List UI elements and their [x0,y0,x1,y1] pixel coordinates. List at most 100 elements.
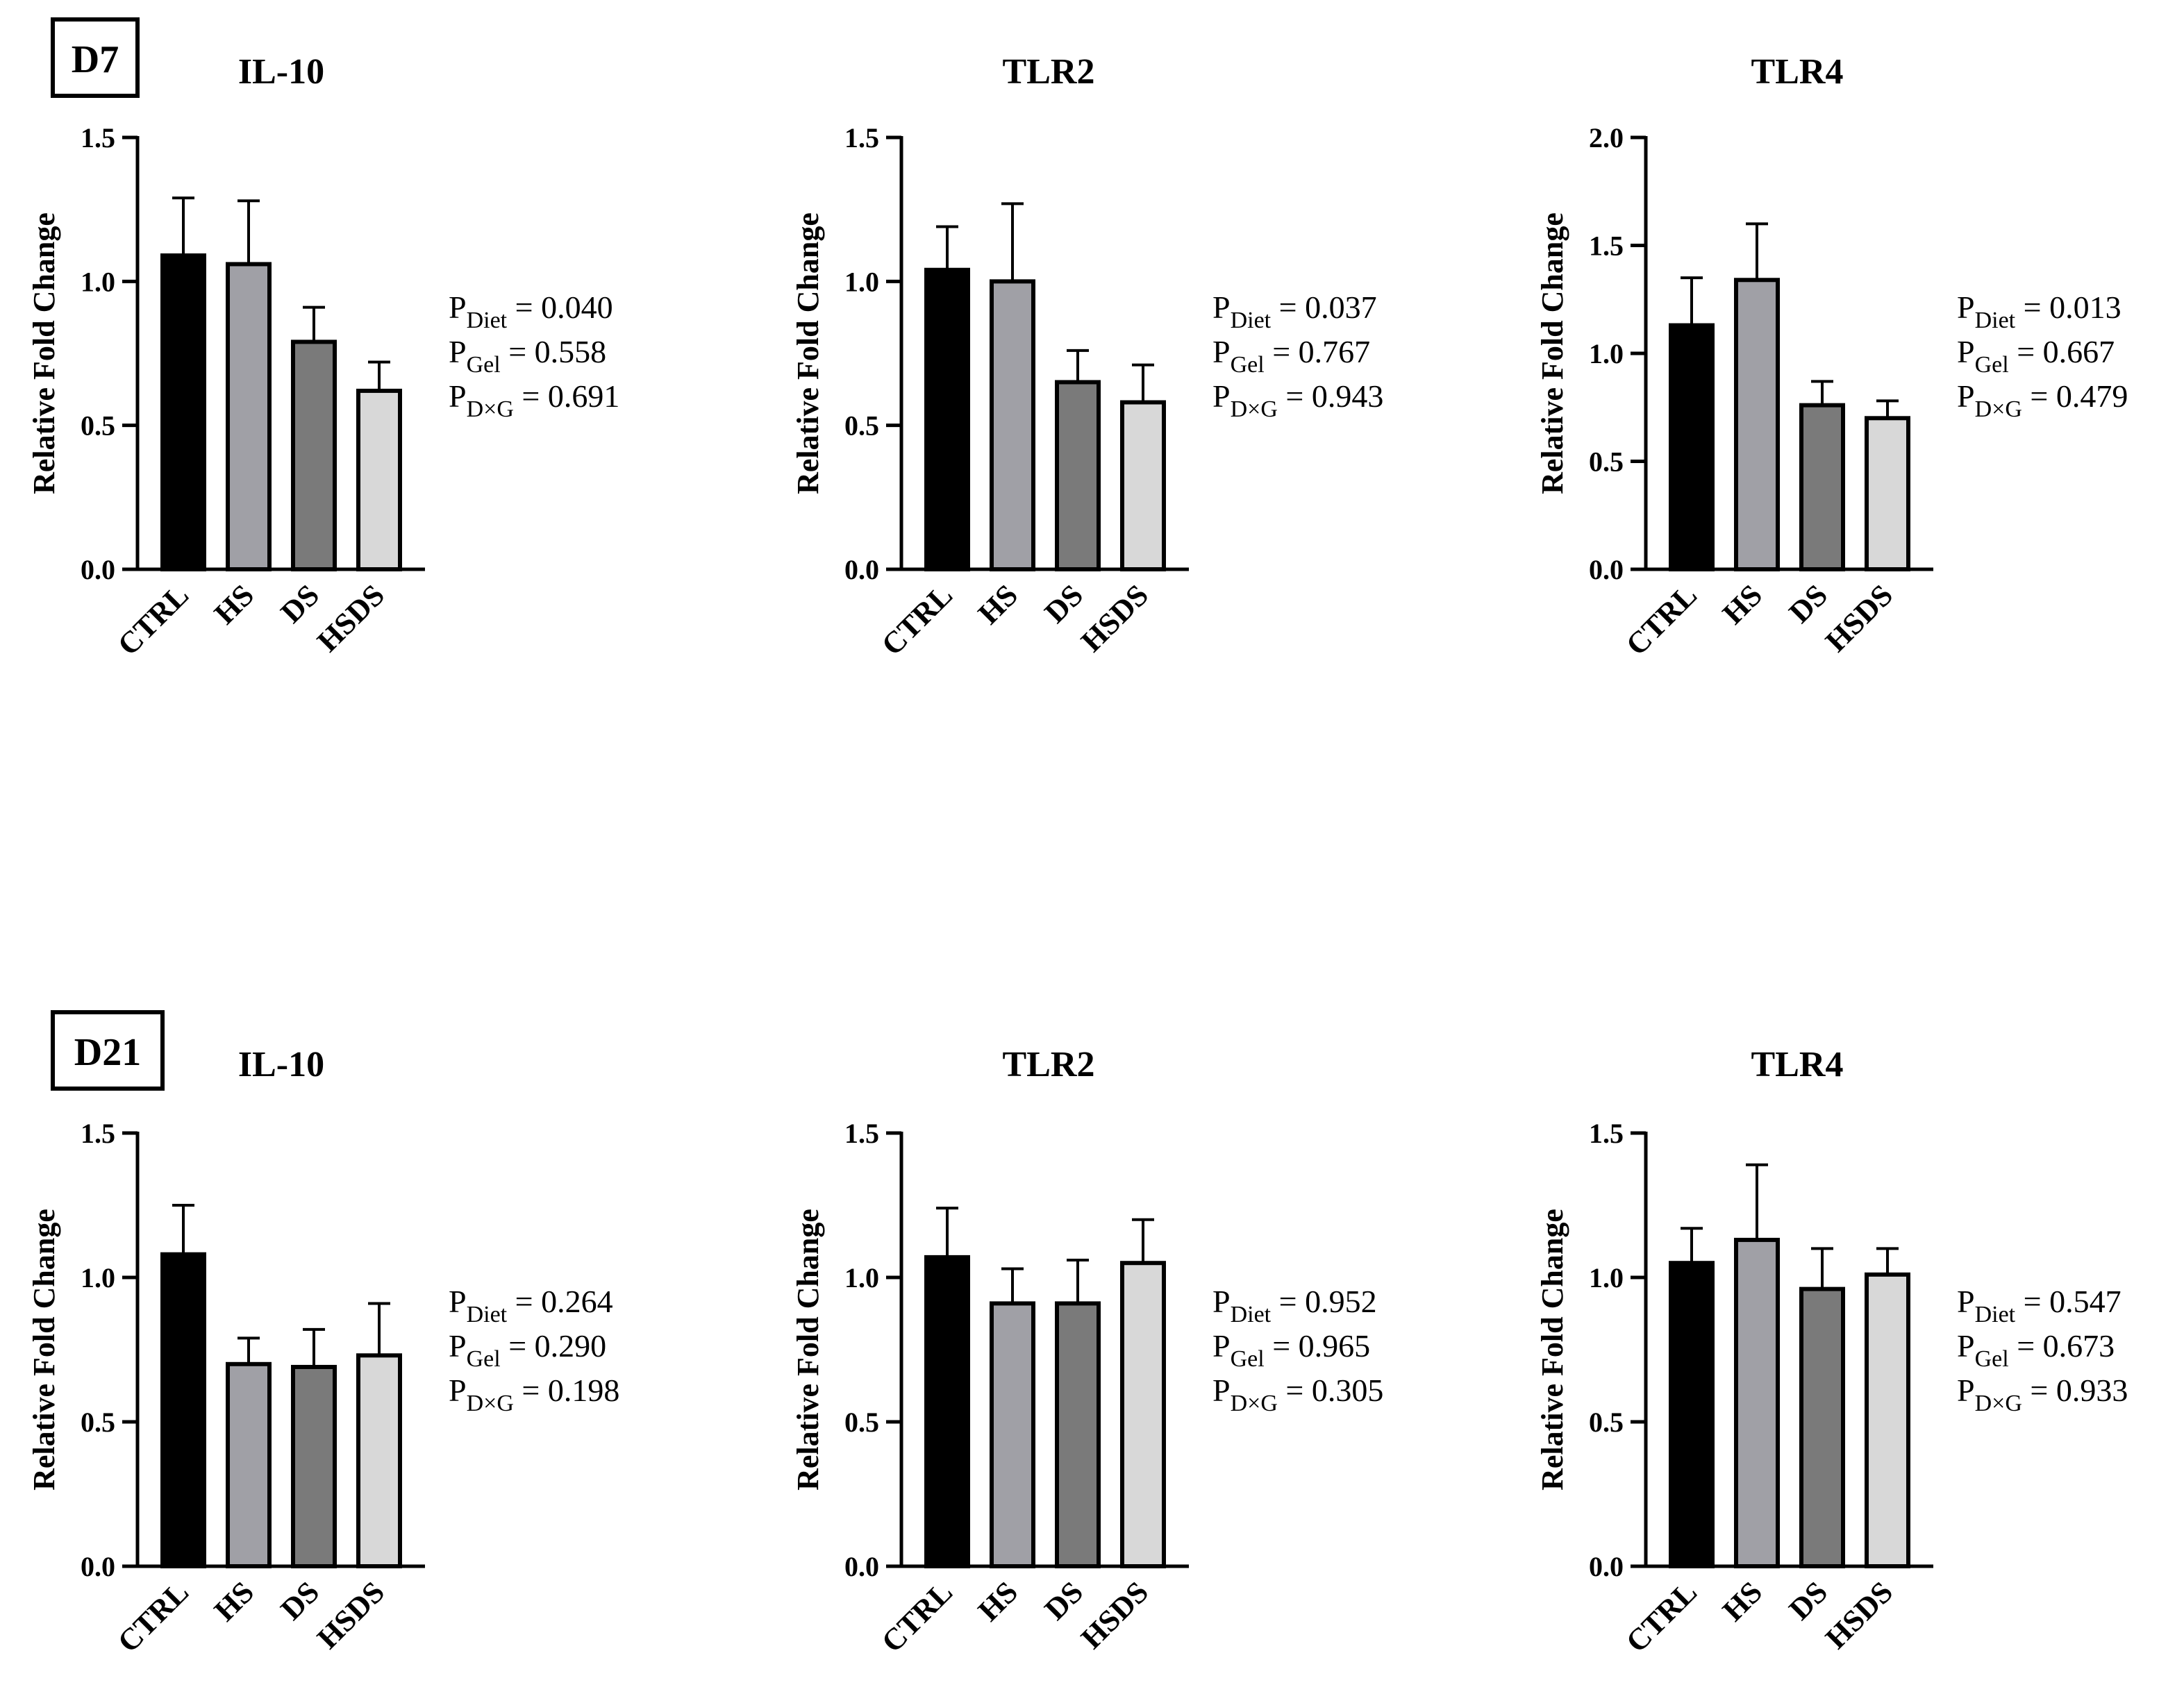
bar-ctrl [1669,1261,1715,1568]
x-tick-label: CTRL [111,578,195,662]
y-axis-label: Relative Fold Change [1535,212,1569,494]
y-tick-label: 0.5 [81,410,115,442]
bar-hsds [1865,1272,1910,1568]
x-tick-label: HSDS [310,578,391,658]
stat-line: PDiet = 0.952 [1212,1284,1377,1327]
y-tick-label: 1.5 [1589,1118,1624,1149]
row-label-d7: D7 [51,17,140,98]
x-tick-label: DS [1783,1575,1834,1626]
stat-line: PD×G = 0.198 [449,1373,619,1416]
y-tick-label: 1.0 [1589,1262,1624,1293]
x-tick-label: HS [972,578,1024,630]
y-axis-label: Relative Fold Change [27,1209,61,1491]
x-tick-label: HSDS [1819,1575,1899,1655]
stat-line: PD×G = 0.943 [1212,378,1383,422]
chart-d7-tlr2: TLR2 Relative Fold Change 0.0 0.5 1.0 1.5 CTRL… [791,52,1383,662]
y-tick-label: 2.0 [1589,122,1624,153]
bar-hsds [1120,1261,1166,1568]
x-tick-label: HS [208,1575,260,1627]
x-tick-label: CTRL [111,1575,195,1659]
y-axis-label: Relative Fold Change [791,212,825,494]
y-tick-label: 0.5 [1589,446,1624,478]
x-tick-label: DS [274,578,326,629]
row-label-text: D7 [72,38,119,81]
bar-hs [990,279,1035,571]
stat-line: PGel = 0.558 [449,334,606,378]
x-tick-label: HS [1716,578,1769,630]
bar-hsds [356,388,402,571]
bar-ds [1055,380,1101,571]
bar-hsds [356,1353,402,1568]
y-tick-label: 0.0 [1589,554,1624,585]
x-tick-label: CTRL [875,1575,959,1659]
x-tick-label: HSDS [1819,578,1899,658]
bar-hs [226,262,272,571]
bar-ctrl [924,1255,970,1568]
x-tick-label: DS [1038,578,1090,629]
row-label-box [51,1010,165,1091]
bar-hs [990,1301,1035,1568]
stat-line: PD×G = 0.305 [1212,1373,1383,1416]
x-tick-label: HSDS [310,1575,391,1655]
x-tick-label: DS [1783,578,1834,629]
y-tick-label: 1.5 [844,1118,879,1149]
x-tick-label: DS [274,1575,326,1626]
x-tick-label: CTRL [1619,1575,1703,1659]
y-axis-label: Relative Fold Change [1535,1209,1569,1491]
y-tick-label: 1.5 [81,1118,115,1149]
bar-hs [1734,278,1780,571]
stat-line: PGel = 0.667 [1957,334,2115,378]
bar-hs [1734,1237,1780,1569]
chart-d21-il-10: IL-10 Relative Fold Change 0.0 0.5 1.0 1.5 CTR… [27,1045,619,1659]
bar-ds [291,339,337,571]
row-label-d21: D21 [51,1010,165,1091]
x-tick-label: DS [1038,1575,1090,1626]
y-tick-label: 0.5 [1589,1407,1624,1438]
stat-line: PGel = 0.767 [1212,334,1370,378]
stat-line: PDiet = 0.013 [1957,290,2122,333]
bar-hsds [1865,416,1910,571]
bar-ctrl [160,1252,206,1568]
stat-line: PD×G = 0.933 [1957,1373,2128,1416]
y-tick-label: 0.5 [844,1407,879,1438]
stat-line: PDiet = 0.037 [1212,290,1377,333]
bar-ds [1799,403,1845,572]
row-label-box [51,17,140,98]
y-tick-label: 1.5 [1589,230,1624,262]
chart-d7-tlr4: TLR4 Relative Fold Change 0.0 0.5 1.0 1.5 2.0 C… [1535,52,2128,662]
chart-d21-tlr4: TLR4 Relative Fold Change 0.0 0.5 1.0 1.5 CTRL… [1535,1045,2128,1659]
bar-ctrl [924,267,970,571]
stat-line: PD×G = 0.479 [1957,378,2128,422]
chart-title: TLR2 [1003,1045,1095,1084]
stat-line: PGel = 0.290 [449,1328,606,1372]
bar-ds [291,1364,337,1568]
stat-line: PGel = 0.673 [1957,1328,2115,1372]
x-tick-label: HS [972,1575,1024,1627]
y-tick-label: 0.0 [81,1551,115,1582]
chart-d21-tlr2: TLR2 Relative Fold Change 0.0 0.5 1.0 1.5 CTRL… [791,1045,1383,1659]
chart-title: TLR4 [1751,1045,1844,1084]
bar-ds [1055,1301,1101,1568]
y-axis-label: Relative Fold Change [27,212,61,494]
y-tick-label: 1.0 [1589,338,1624,369]
charts: IL-10 Relative Fold Change 0.0 0.5 1.0 1.5 CTR… [27,52,2128,1659]
chart-title: TLR4 [1751,52,1844,92]
bar-ctrl [1669,323,1715,571]
x-tick-label: HS [208,578,260,630]
bar-ctrl [160,253,206,571]
y-tick-label: 1.5 [81,122,115,153]
y-tick-label: 1.0 [81,266,115,297]
x-tick-label: HSDS [1074,578,1155,658]
stat-line: PDiet = 0.264 [449,1284,613,1327]
x-tick-label: HSDS [1074,1575,1155,1655]
y-tick-label: 1.0 [844,1262,879,1293]
row-label-text: D21 [74,1031,141,1074]
stat-line: PD×G = 0.691 [449,378,619,422]
chart-title: IL-10 [238,1045,324,1084]
bar-hs [226,1361,272,1569]
y-axis-label: Relative Fold Change [791,1209,825,1491]
y-tick-label: 0.0 [844,1551,879,1582]
x-tick-label: CTRL [875,578,959,662]
bar-hsds [1120,400,1166,572]
chart-title: IL-10 [238,52,324,92]
